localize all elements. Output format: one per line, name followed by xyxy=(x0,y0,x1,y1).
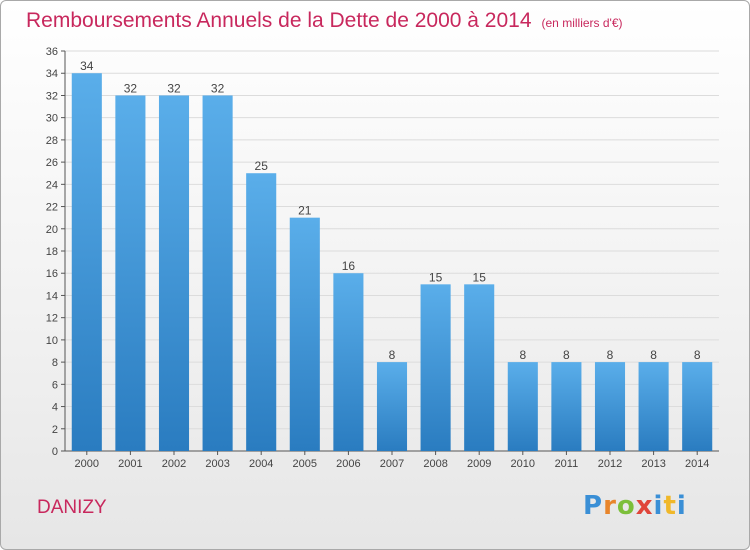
bar-2011 xyxy=(551,362,582,451)
x-tick-label-2011: 2011 xyxy=(555,458,579,470)
data-label-2011: 8 xyxy=(563,348,570,362)
bars xyxy=(71,73,713,451)
x-tick-label-2009: 2009 xyxy=(467,458,491,470)
logo-letter: P xyxy=(583,491,604,521)
data-label-2007: 8 xyxy=(389,348,396,362)
y-tick-label: 12 xyxy=(46,313,58,325)
data-label-2006: 16 xyxy=(342,259,356,273)
x-tick-label-2003: 2003 xyxy=(205,458,229,470)
data-label-2014: 8 xyxy=(694,348,701,362)
y-tick-label: 8 xyxy=(52,357,58,369)
x-tick-label-2008: 2008 xyxy=(423,458,447,470)
bar-2004 xyxy=(246,173,277,451)
x-tick-label-2001: 2001 xyxy=(118,458,142,470)
x-tick-label-2013: 2013 xyxy=(641,458,665,470)
data-label-2010: 8 xyxy=(519,348,526,362)
logo-letter: o xyxy=(616,491,636,521)
proxiti-logo: Proxiti xyxy=(583,491,687,521)
chart-subtitle: (en milliers d'€) xyxy=(541,16,623,30)
y-tick-label: 26 xyxy=(46,157,58,169)
data-label-2013: 8 xyxy=(650,348,657,362)
bar-2009 xyxy=(464,284,495,451)
data-label-2000: 34 xyxy=(80,59,94,73)
bar-2006 xyxy=(333,273,364,451)
bar-2001 xyxy=(115,95,146,451)
bar-2002 xyxy=(158,95,190,451)
data-label-2003: 32 xyxy=(211,81,225,95)
bar-2014 xyxy=(682,362,713,451)
x-tick-label-2010: 2010 xyxy=(511,458,535,470)
y-tick-label: 22 xyxy=(46,202,58,214)
commune-name: DANIZY xyxy=(37,497,107,518)
x-tick-label-2006: 2006 xyxy=(336,458,360,470)
x-tick-label-2000: 2000 xyxy=(75,458,99,470)
y-tick-label: 2 xyxy=(52,424,58,436)
bar-2010 xyxy=(507,362,538,451)
y-tick-label: 24 xyxy=(46,179,58,191)
x-tick-label-2007: 2007 xyxy=(380,458,404,470)
logo-letter: r xyxy=(603,491,617,521)
y-tick-label: 36 xyxy=(46,46,58,58)
bar-2013 xyxy=(638,362,669,451)
bar-2012 xyxy=(594,362,626,451)
chart-title-text: Remboursements Annuels de la Dette de 20… xyxy=(26,9,532,32)
bar-2007 xyxy=(376,362,408,451)
y-tick-label: 20 xyxy=(46,224,58,236)
logo-letter: t xyxy=(663,491,677,521)
data-label-2001: 32 xyxy=(124,81,138,95)
y-tick-label: 18 xyxy=(46,246,58,258)
data-label-2005: 21 xyxy=(298,204,312,218)
y-tick-label: 16 xyxy=(46,268,58,280)
data-labels: 34 32 32 32 25 21 16 8 15 15 8 8 8 8 8 xyxy=(80,59,701,362)
bar-2005 xyxy=(289,217,320,451)
data-label-2008: 15 xyxy=(429,270,443,284)
x-tick-label-2014: 2014 xyxy=(685,458,709,470)
y-tick-label: 34 xyxy=(46,68,58,80)
bar-2000 xyxy=(71,73,102,451)
y-tick-label: 6 xyxy=(52,379,58,391)
y-tick-label: 32 xyxy=(46,90,58,102)
y-tick-label: 0 xyxy=(52,446,58,458)
x-tick-label-2005: 2005 xyxy=(293,458,317,470)
x-tick-labels: 2000 2001 2002 2003 2004 2005 2006 2007 2008 2009… xyxy=(75,458,710,470)
bar-2003 xyxy=(202,95,233,451)
y-tick-label: 30 xyxy=(46,113,58,125)
y-tick-label: 14 xyxy=(46,290,58,302)
chart-title: Remboursements Annuels de la Dette de 20… xyxy=(26,9,623,33)
y-tick-label: 4 xyxy=(52,402,58,414)
data-label-2009: 15 xyxy=(473,270,487,284)
logo-letter: x xyxy=(635,491,654,521)
x-tick-label-2004: 2004 xyxy=(249,458,273,470)
data-label-2002: 32 xyxy=(167,81,181,95)
data-label-2004: 25 xyxy=(255,159,269,173)
y-tick-label: 10 xyxy=(46,335,58,347)
x-tick-label-2012: 2012 xyxy=(598,458,622,470)
y-tick-label: 28 xyxy=(46,135,58,147)
bar-2008 xyxy=(420,284,451,451)
logo-letter: i xyxy=(653,491,664,521)
data-label-2012: 8 xyxy=(607,348,614,362)
x-tick-label-2002: 2002 xyxy=(162,458,186,470)
logo-letter: i xyxy=(676,491,687,521)
